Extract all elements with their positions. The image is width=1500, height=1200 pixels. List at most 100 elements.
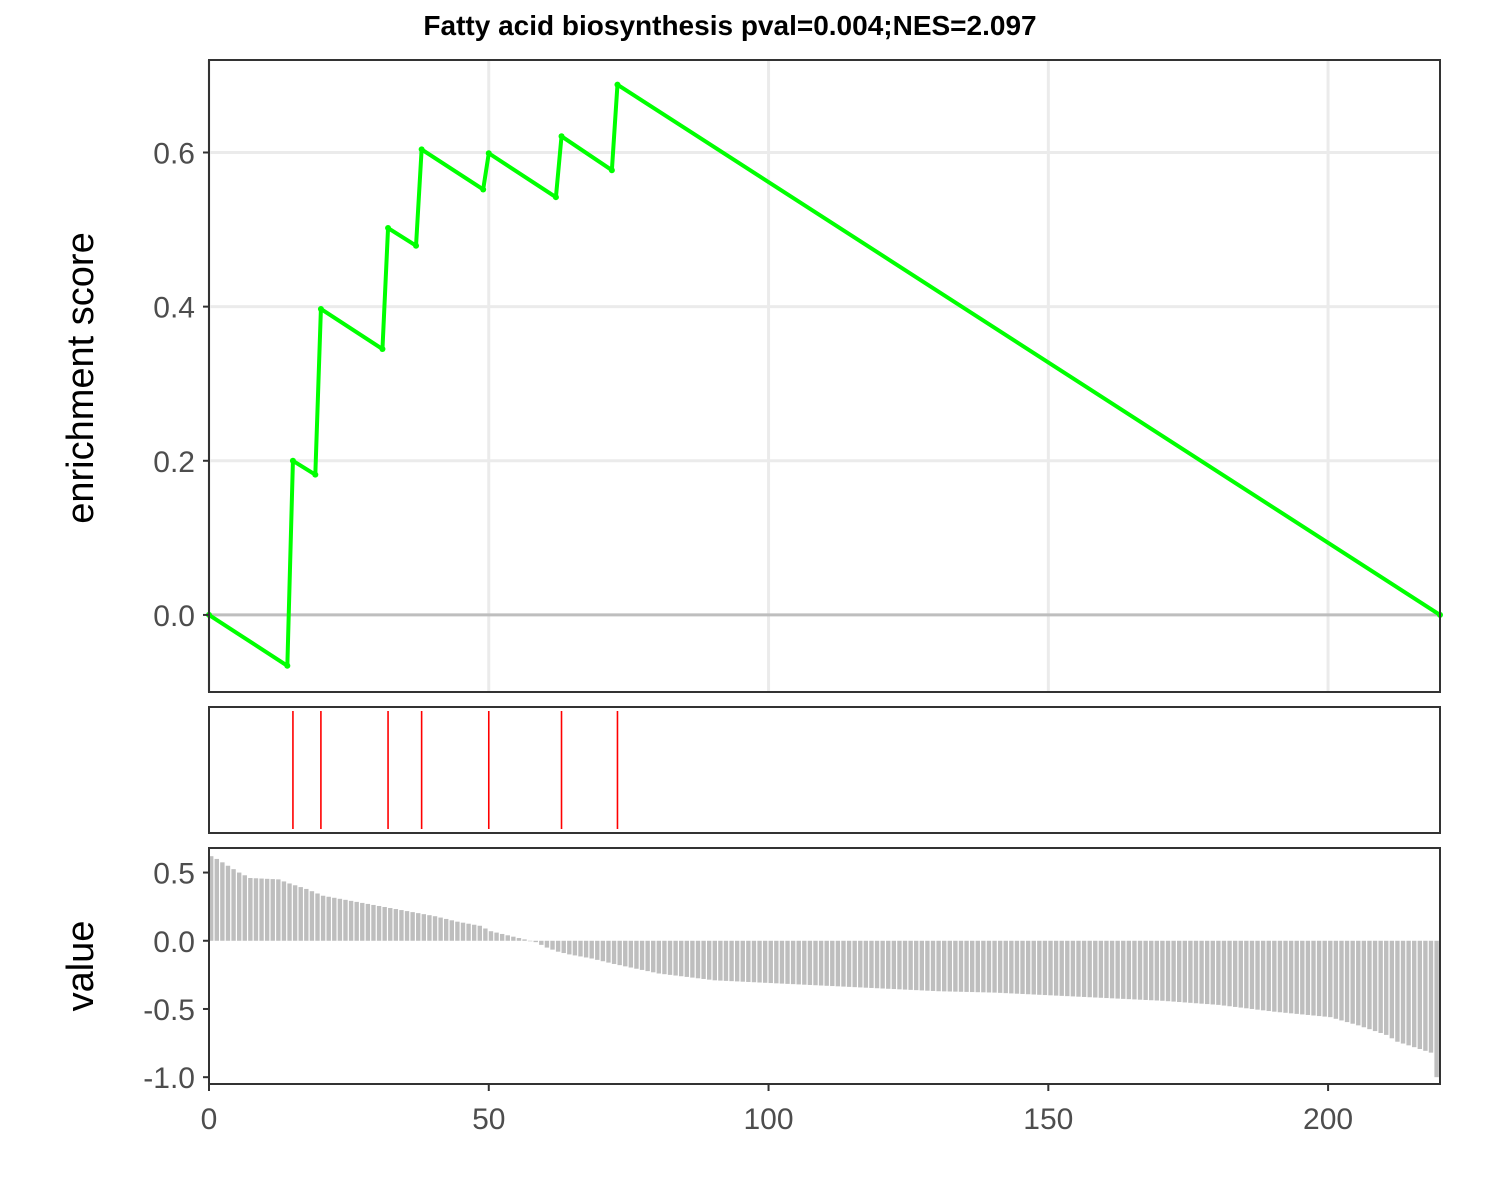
value-bar xyxy=(242,875,247,941)
enrichment-point xyxy=(289,457,296,464)
value-bar xyxy=(852,940,857,988)
value-bar xyxy=(841,940,846,987)
value-bar xyxy=(628,940,634,968)
value-bar xyxy=(583,940,589,958)
value-bar xyxy=(214,858,219,941)
value-bar xyxy=(220,862,225,941)
value-bar xyxy=(248,878,253,941)
value-bar xyxy=(936,940,941,992)
value-bar xyxy=(505,935,510,941)
value-bar xyxy=(1076,940,1081,997)
value-bar xyxy=(600,940,606,962)
value-bar xyxy=(975,940,980,993)
value-bar xyxy=(494,932,499,941)
value-bar xyxy=(1395,940,1400,1042)
value-bar xyxy=(527,940,533,942)
value-bar xyxy=(1104,940,1109,999)
x-tick-label: 150 xyxy=(1023,1103,1073,1136)
value-bar xyxy=(874,940,880,989)
value-bar xyxy=(1288,940,1294,1014)
value-bar xyxy=(1356,940,1361,1026)
value-bar xyxy=(399,910,404,941)
value-bar xyxy=(942,940,947,992)
value-bar xyxy=(1333,940,1339,1019)
value-bar xyxy=(1311,940,1316,1016)
value-bar xyxy=(561,940,566,954)
value-bar xyxy=(891,940,897,990)
value-bar xyxy=(471,924,477,941)
value-bar xyxy=(1165,940,1171,1002)
value-bar xyxy=(617,940,622,966)
value-bar xyxy=(1277,940,1283,1013)
values-y-ticks: 0.5 0.0 -0.5 -1.0 xyxy=(143,858,209,1095)
value-bar xyxy=(1344,940,1350,1023)
value-bar xyxy=(813,940,818,986)
value-bar xyxy=(1406,940,1411,1046)
value-bar xyxy=(1283,940,1288,1013)
value-bar xyxy=(986,940,992,993)
value-bar xyxy=(779,940,785,984)
value-bar xyxy=(264,878,270,941)
value-bar xyxy=(762,940,768,983)
value-bar xyxy=(455,921,460,941)
value-bar xyxy=(1143,940,1148,1000)
value-bar xyxy=(1188,940,1193,1003)
value-bar xyxy=(1316,940,1322,1017)
value-bar xyxy=(1059,940,1064,996)
value-bar xyxy=(992,940,997,993)
value-bar xyxy=(304,888,309,941)
value-bar xyxy=(533,940,538,943)
value-bar xyxy=(1182,940,1188,1003)
enrichment-point xyxy=(418,146,425,153)
value-bar xyxy=(1137,940,1143,1000)
value-bar xyxy=(477,925,482,941)
y-tick-label: 0.6 xyxy=(153,137,195,170)
value-bar xyxy=(634,940,639,969)
y-tick-label: 0.0 xyxy=(153,926,195,959)
value-bar xyxy=(1300,940,1305,1015)
value-bar xyxy=(673,940,678,976)
values-panel: 0.5 0.0 -0.5 -1.0 value 0 50 100 150 200 xyxy=(60,847,1441,1136)
value-bar xyxy=(818,940,824,986)
chart-title: Fatty acid biosynthesis pval=0.004;NES=2… xyxy=(423,10,1036,41)
value-bar xyxy=(320,895,326,941)
value-bar xyxy=(645,940,650,972)
value-bar xyxy=(460,922,466,941)
value-bar xyxy=(858,940,863,988)
value-bar xyxy=(1412,940,1417,1048)
value-bar xyxy=(466,923,471,941)
value-bar xyxy=(1249,940,1255,1009)
value-bar xyxy=(997,940,1003,993)
x-axis-ticks: 0 50 100 150 200 xyxy=(201,1084,1353,1136)
value-bar xyxy=(751,940,757,983)
enrichment-point xyxy=(608,167,615,174)
value-bar xyxy=(706,940,712,980)
value-bar xyxy=(326,896,331,941)
value-bar xyxy=(1031,940,1036,995)
value-bar xyxy=(337,898,343,941)
value-bar xyxy=(690,940,695,978)
value-bar xyxy=(1361,940,1367,1028)
value-bar xyxy=(404,911,410,941)
value-bar xyxy=(897,940,902,990)
value-bar xyxy=(639,940,645,970)
value-bar xyxy=(416,913,421,941)
value-bar xyxy=(774,940,779,984)
value-bar xyxy=(376,905,382,941)
value-bar xyxy=(550,940,555,950)
value-bar xyxy=(1048,940,1053,996)
value-bar xyxy=(438,917,443,941)
value-bar xyxy=(555,940,561,952)
value-bar xyxy=(790,940,796,985)
value-bar xyxy=(595,940,600,960)
value-bar xyxy=(1042,940,1048,996)
value-bar xyxy=(1294,940,1299,1014)
value-bar xyxy=(1154,940,1160,1001)
y-tick-label: 0.5 xyxy=(153,858,195,891)
value-bar xyxy=(578,940,583,957)
x-tick-label: 200 xyxy=(1303,1103,1353,1136)
value-bar xyxy=(354,901,359,941)
value-bar xyxy=(723,940,729,981)
y-tick-label: 0.2 xyxy=(153,446,195,479)
